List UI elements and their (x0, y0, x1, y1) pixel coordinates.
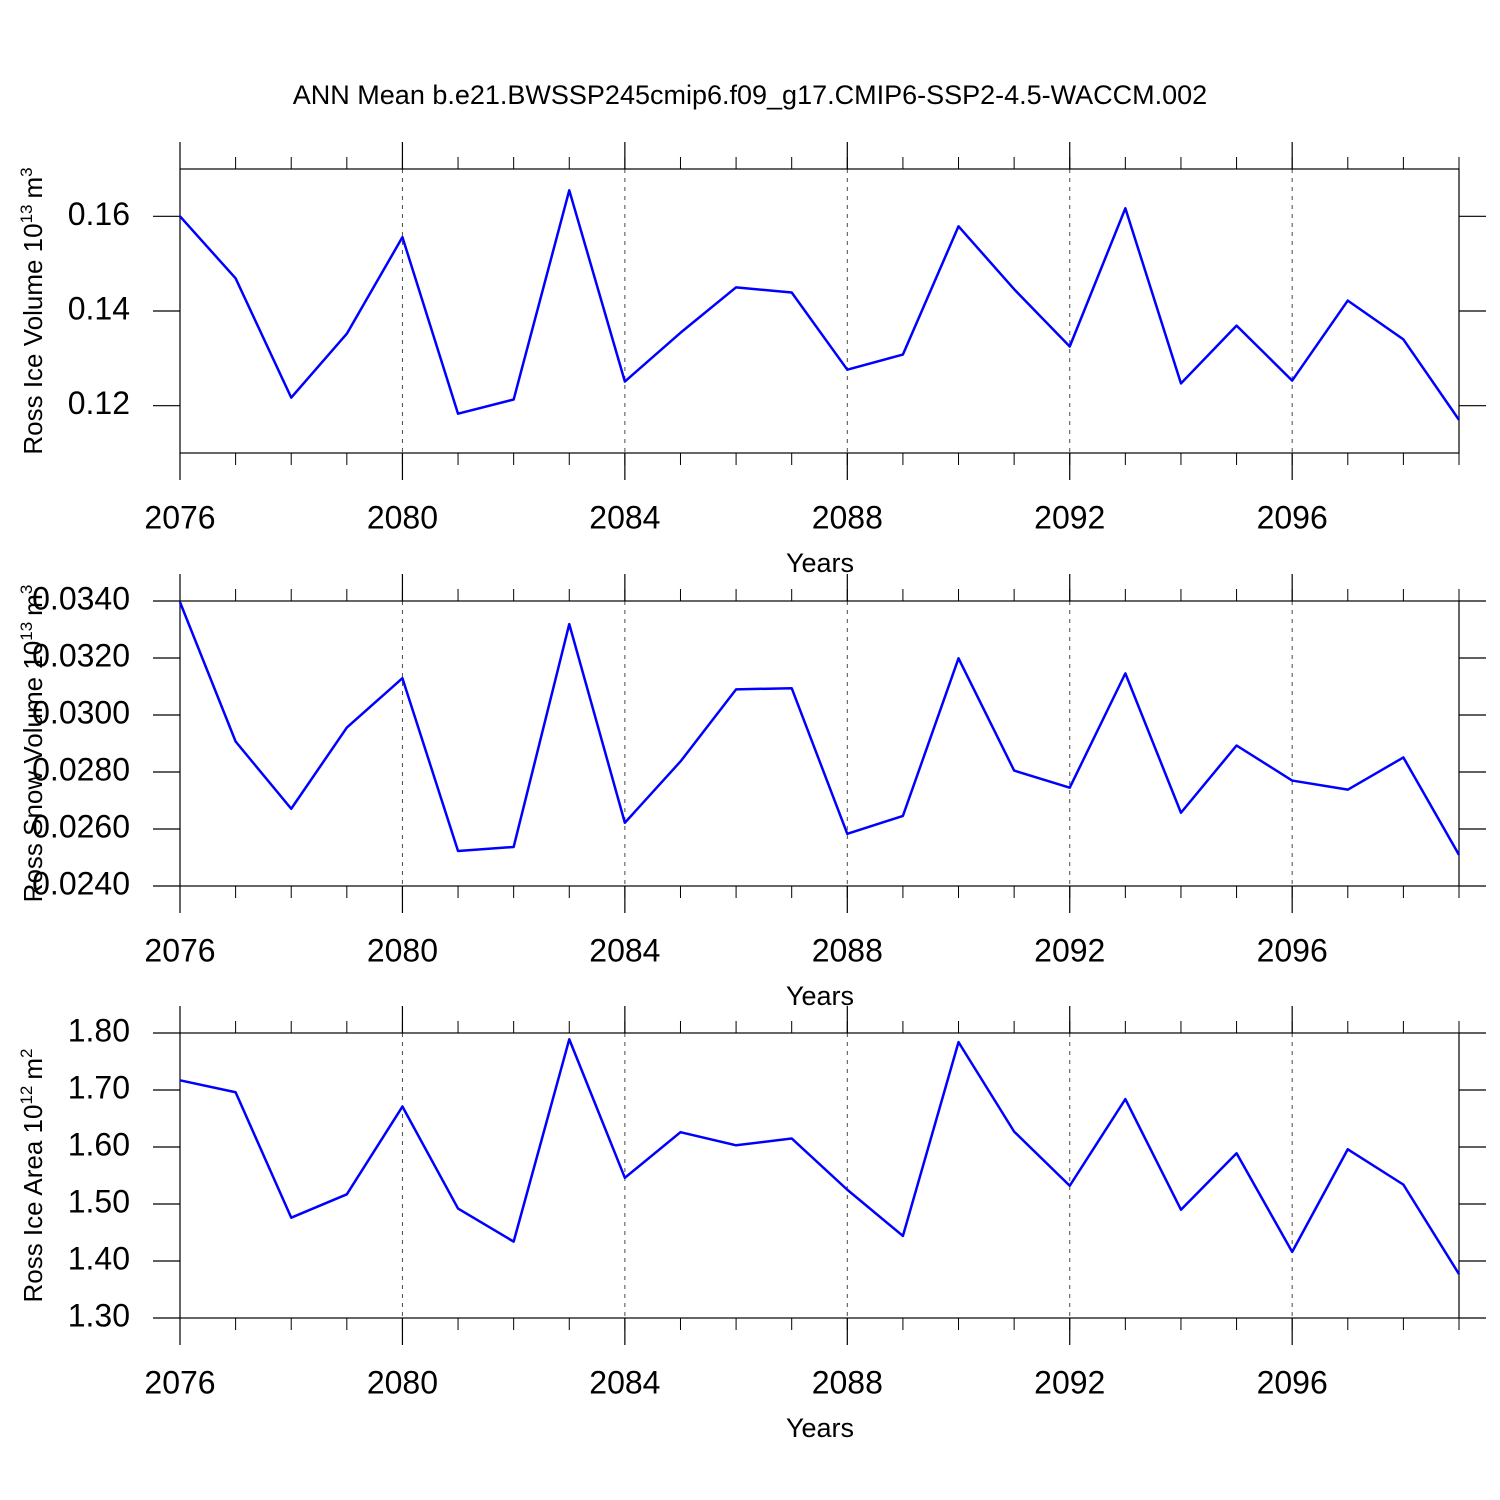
y-label-text: Ross Ice Area 10 (18, 1105, 48, 1303)
y-tick-label: 0.14 (68, 290, 130, 326)
y-tick-label: 0.0280 (32, 751, 130, 787)
x-tick-label: 2076 (144, 1364, 215, 1400)
y-tick-label: 0.0320 (32, 637, 130, 673)
x-tick-label: 2076 (144, 932, 215, 968)
data-line (178, 601, 1461, 856)
x-axis-label: Years (786, 1413, 854, 1443)
x-tick-label: 2088 (812, 499, 883, 535)
y-tick-label: 0.12 (68, 385, 130, 421)
x-axis-label: Years (786, 548, 854, 578)
x-tick-label: 2084 (589, 1364, 660, 1400)
plot-frame (179, 600, 1460, 887)
y-label-text: Ross Snow Volume 10 (18, 641, 48, 903)
y-tick-label: 1.80 (68, 1012, 130, 1048)
y-tick-label: 0.0340 (32, 580, 130, 616)
y-label-unit-exp: 3 (17, 585, 36, 594)
y-tick-label: 0.16 (68, 196, 130, 232)
x-axis-label: Years (786, 981, 854, 1011)
x-tick-label: 2096 (1257, 932, 1328, 968)
chart-title: ANN Mean b.e21.BWSSP245cmip6.f09_g17.CMI… (293, 80, 1207, 110)
y-label-unit: m (18, 177, 48, 199)
data-line (179, 189, 1461, 421)
x-tick-label: 2096 (1257, 1364, 1328, 1400)
x-tick-label: 2080 (367, 499, 438, 535)
x-tick-label: 2080 (367, 932, 438, 968)
y-label-exp: 12 (17, 1086, 36, 1105)
x-tick-label: 2088 (812, 932, 883, 968)
y-label-text: Ross Ice Volume 10 (18, 223, 48, 454)
y-tick-label: 0.0240 (32, 865, 130, 901)
data-line (179, 1038, 1461, 1275)
x-tick-label: 2076 (144, 499, 215, 535)
x-tick-label: 2084 (589, 932, 660, 968)
y-axis-label: Ross Ice Volume 1013 m3 (17, 167, 48, 454)
y-tick-label: 0.0300 (32, 694, 130, 730)
y-label-unit: m (18, 1058, 48, 1080)
y-tick-label: 1.70 (68, 1069, 130, 1105)
x-tick-label: 2092 (1034, 1364, 1105, 1400)
x-tick-label: 2092 (1034, 932, 1105, 968)
x-tick-label: 2096 (1257, 499, 1328, 535)
y-tick-label: 1.40 (68, 1240, 130, 1276)
y-tick-label: 1.50 (68, 1183, 130, 1219)
y-axis-label: Ross Ice Area 1012 m2 (17, 1048, 48, 1302)
x-tick-label: 2084 (589, 499, 660, 535)
y-tick-label: 0.0260 (32, 808, 130, 844)
y-label-exp: 13 (17, 204, 36, 223)
y-tick-label: 1.60 (68, 1126, 130, 1162)
y-label-unit-exp: 3 (17, 167, 36, 176)
x-tick-label: 2092 (1034, 499, 1105, 535)
plot-frame (179, 1032, 1460, 1319)
x-tick-label: 2088 (812, 1364, 883, 1400)
x-tick-label: 2080 (367, 1364, 438, 1400)
plot-frame (179, 168, 1460, 454)
y-label-unit: m (18, 594, 48, 616)
y-axis-label: Ross Snow Volume 1013 m3 (17, 585, 48, 903)
y-label-unit-exp: 2 (17, 1048, 36, 1057)
y-label-exp: 13 (17, 622, 36, 641)
y-tick-label: 1.30 (68, 1297, 130, 1333)
